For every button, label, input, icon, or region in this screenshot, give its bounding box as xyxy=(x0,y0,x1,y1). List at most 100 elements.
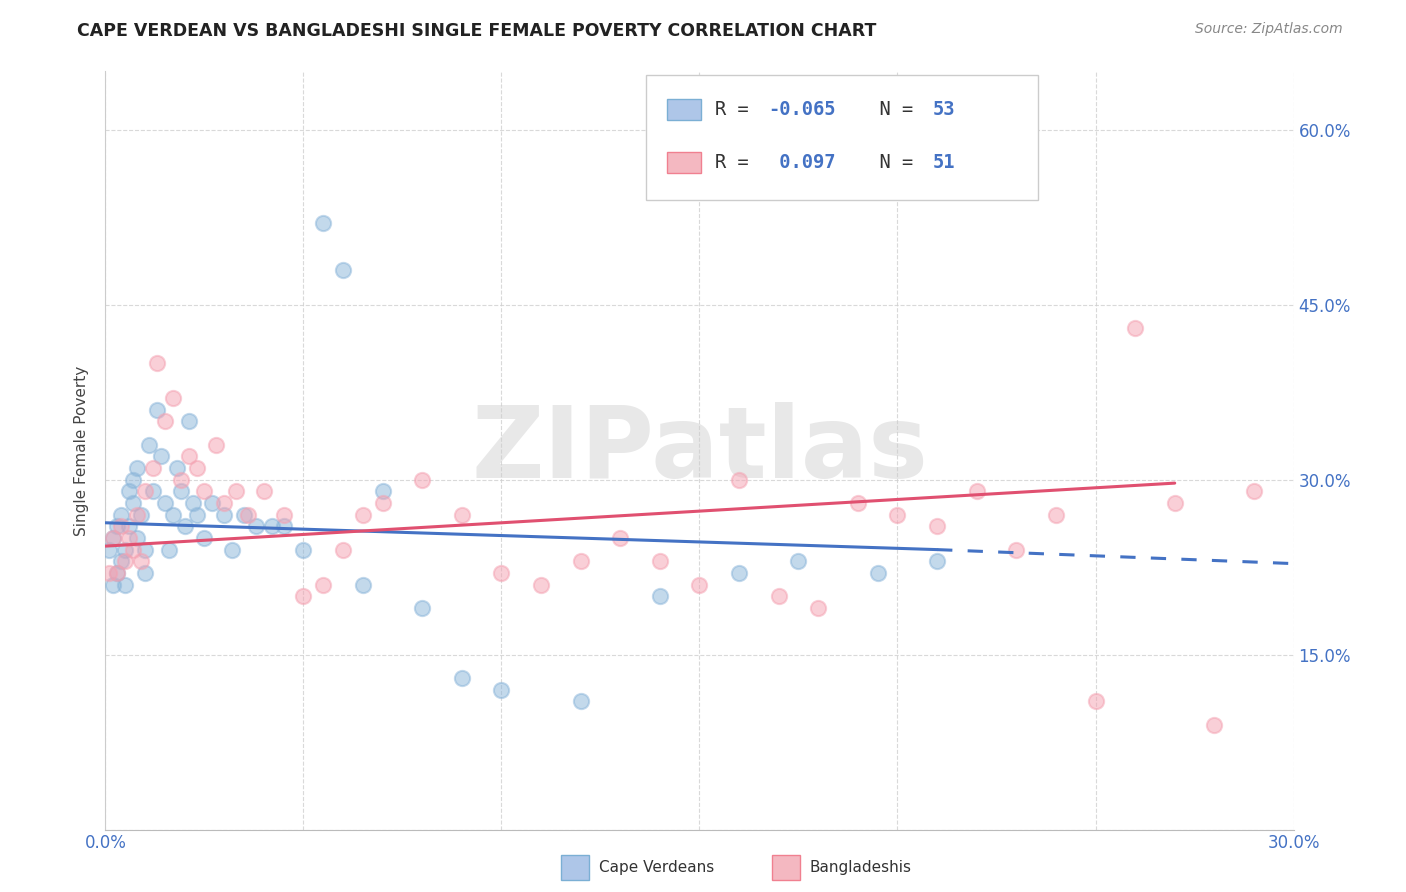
Bar xyxy=(668,152,700,173)
Point xyxy=(127,531,149,545)
Point xyxy=(236,508,259,522)
Point xyxy=(129,554,152,568)
Point xyxy=(105,519,128,533)
Point xyxy=(450,671,472,685)
Point xyxy=(173,519,195,533)
Point xyxy=(569,554,592,568)
Point xyxy=(142,461,165,475)
Point xyxy=(186,461,208,475)
Point xyxy=(114,577,136,591)
Point xyxy=(142,484,165,499)
Point xyxy=(221,542,243,557)
Point xyxy=(98,566,121,580)
Point xyxy=(105,566,128,580)
Text: R =: R = xyxy=(714,100,759,119)
Point xyxy=(153,496,176,510)
Point xyxy=(170,484,193,499)
Point xyxy=(292,589,315,603)
Point xyxy=(1204,717,1226,731)
Point xyxy=(205,437,228,451)
Text: N =: N = xyxy=(858,153,925,172)
Point xyxy=(103,577,125,591)
Point xyxy=(103,531,125,545)
Point xyxy=(245,519,267,533)
Point xyxy=(146,402,169,417)
Point xyxy=(122,496,145,510)
Text: 0.097: 0.097 xyxy=(769,153,837,172)
Text: Cape Verdeans: Cape Verdeans xyxy=(599,860,714,874)
Point xyxy=(273,508,295,522)
Point xyxy=(332,262,354,277)
Point xyxy=(177,414,200,428)
Point xyxy=(214,496,236,510)
Point xyxy=(411,601,433,615)
Point xyxy=(866,566,889,580)
Point xyxy=(312,577,335,591)
Point xyxy=(201,496,224,510)
Point xyxy=(105,566,128,580)
Point xyxy=(129,508,152,522)
Point xyxy=(1243,484,1265,499)
Point xyxy=(450,508,472,522)
Point xyxy=(846,496,869,510)
Point xyxy=(114,542,136,557)
Point xyxy=(214,508,236,522)
Y-axis label: Single Female Poverty: Single Female Poverty xyxy=(75,366,90,535)
Point xyxy=(648,554,671,568)
Point xyxy=(728,473,751,487)
Point xyxy=(122,542,145,557)
Point xyxy=(352,577,374,591)
Point xyxy=(292,542,315,557)
Point xyxy=(787,554,810,568)
Point xyxy=(491,566,513,580)
Text: Bangladeshis: Bangladeshis xyxy=(810,860,912,874)
Point xyxy=(1005,542,1028,557)
Point xyxy=(253,484,276,499)
Point xyxy=(127,508,149,522)
Point xyxy=(166,461,188,475)
Point xyxy=(122,473,145,487)
Point xyxy=(569,694,592,708)
Text: 53: 53 xyxy=(932,100,955,119)
Point xyxy=(138,437,160,451)
Point xyxy=(114,554,136,568)
Point xyxy=(134,542,156,557)
Point xyxy=(118,484,141,499)
Text: 51: 51 xyxy=(932,153,955,172)
Point xyxy=(233,508,256,522)
Point xyxy=(925,554,948,568)
Point xyxy=(332,542,354,557)
Point xyxy=(98,542,121,557)
Point xyxy=(807,601,830,615)
Point xyxy=(1084,694,1107,708)
Point xyxy=(193,484,215,499)
Point xyxy=(149,450,172,464)
Bar xyxy=(668,99,700,120)
Point xyxy=(1123,321,1146,335)
Text: ZIPatlas: ZIPatlas xyxy=(471,402,928,499)
Point xyxy=(103,531,125,545)
Point xyxy=(491,682,513,697)
Point xyxy=(411,473,433,487)
Point xyxy=(146,356,169,370)
Point xyxy=(609,531,631,545)
Point xyxy=(134,566,156,580)
Point xyxy=(352,508,374,522)
Point xyxy=(170,473,193,487)
Point xyxy=(1164,496,1187,510)
Point xyxy=(260,519,283,533)
Point xyxy=(966,484,988,499)
Text: N =: N = xyxy=(858,100,925,119)
Point xyxy=(157,542,180,557)
Point xyxy=(273,519,295,533)
Point xyxy=(371,496,394,510)
Point xyxy=(225,484,247,499)
Point xyxy=(127,461,149,475)
Point xyxy=(153,414,176,428)
Point xyxy=(925,519,948,533)
Point xyxy=(648,589,671,603)
Point xyxy=(768,589,790,603)
Point xyxy=(118,531,141,545)
Point xyxy=(110,508,132,522)
Bar xyxy=(645,75,1038,201)
